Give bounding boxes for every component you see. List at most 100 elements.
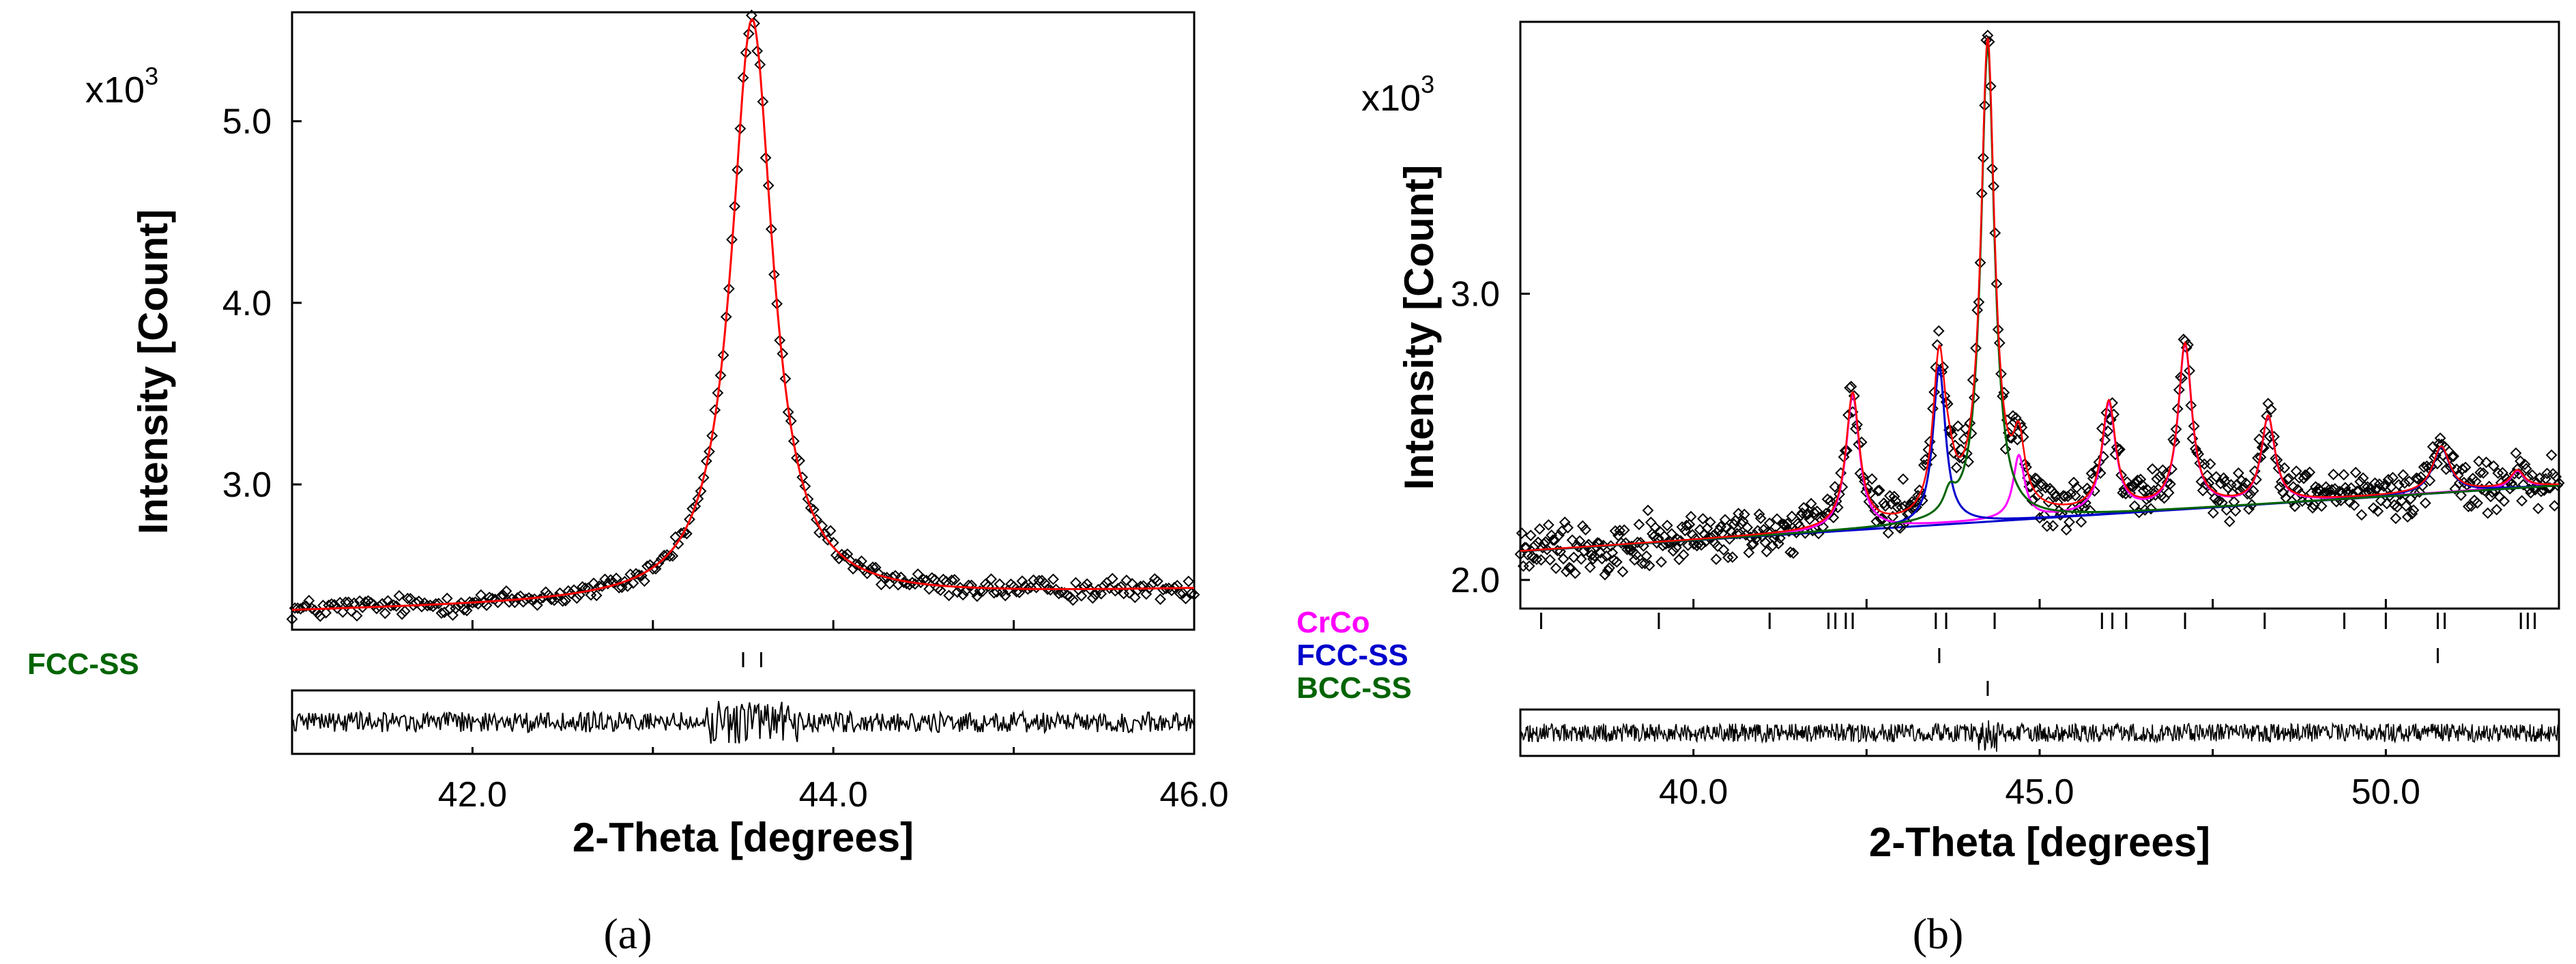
observed-point (320, 607, 332, 619)
observed-point (554, 587, 566, 599)
observed-point (1784, 546, 1797, 558)
observed-point (1516, 527, 1528, 539)
observed-point (2516, 495, 2528, 507)
observed-point (2498, 495, 2510, 508)
observed-point (957, 589, 969, 601)
observed-point (1718, 544, 1730, 556)
observed-point (2379, 478, 2392, 491)
observed-point (1786, 510, 1798, 523)
observed-point (2517, 479, 2530, 491)
observed-point (294, 603, 306, 615)
observed-point (548, 594, 560, 607)
observed-point (1514, 549, 1526, 560)
observed-point (2538, 484, 2550, 497)
observed-point (345, 605, 358, 617)
observed-point (1078, 581, 1090, 593)
observed-point (2166, 463, 2177, 475)
observed-point (1050, 583, 1062, 596)
observed-point (2419, 497, 2431, 509)
observed-point (1697, 512, 1709, 525)
observed-point (1872, 484, 1884, 497)
observed-point (2220, 504, 2233, 516)
difference-line (291, 701, 1195, 744)
panel-b-calculated-curve (1520, 38, 2559, 552)
observed-point (1075, 589, 1088, 602)
observed-point (697, 471, 710, 484)
difference-line (1520, 720, 2560, 752)
observed-point (672, 538, 684, 550)
x-tick-label: 44.0 (799, 775, 868, 815)
observed-point (2409, 487, 2421, 499)
observed-point (286, 613, 298, 625)
observed-point (1703, 531, 1715, 543)
observed-point (1584, 561, 1596, 573)
panel-a-label: (a) (603, 909, 652, 958)
observed-point (1619, 537, 1632, 549)
observed-point (2289, 500, 2301, 512)
observed-point (1587, 553, 1599, 565)
observed-point (2532, 502, 2544, 514)
observed-point (588, 577, 600, 589)
observed-point (1640, 550, 1653, 562)
observed-point (1805, 497, 1817, 510)
observed-point (1948, 447, 1960, 459)
observed-point (912, 568, 924, 580)
observed-point (1695, 539, 1707, 551)
observed-point (1594, 546, 1606, 559)
observed-point (1580, 523, 1592, 536)
observed-point (824, 525, 837, 537)
observed-point (2482, 507, 2494, 519)
observed-point (390, 600, 403, 612)
observed-point (557, 595, 569, 607)
panel-a-y-axis-title: Intensity [Count] (130, 209, 176, 535)
observed-point (2283, 473, 2295, 484)
observed-point (2038, 510, 2050, 522)
y-tick-label: 2.0 (1451, 561, 1500, 600)
observed-point (500, 585, 512, 597)
observed-point (2049, 488, 2061, 499)
observed-point (1011, 585, 1023, 598)
observed-point (607, 576, 620, 589)
observed-point (1033, 574, 1045, 587)
y-tick-label: 3.0 (222, 465, 272, 505)
observed-point (2032, 489, 2044, 501)
observed-point (2189, 443, 2201, 455)
observed-point (1160, 583, 1172, 595)
observed-point (441, 592, 453, 604)
observed-point (1617, 566, 1629, 578)
observed-point (2069, 489, 2081, 501)
observed-point (1763, 517, 1776, 529)
observed-point (2004, 431, 2016, 443)
observed-point (1967, 374, 1979, 386)
component-curve-crco (1520, 341, 2560, 553)
observed-point (1677, 549, 1690, 561)
observed-point (376, 598, 388, 610)
observed-point (1682, 539, 1694, 551)
observed-point (872, 568, 884, 579)
observed-point (2247, 484, 2259, 497)
observed-point (2412, 473, 2424, 485)
observed-point (379, 607, 391, 619)
component-curve-fcc-ss (1520, 365, 2559, 553)
observed-point (1547, 534, 1559, 546)
observed-point (1177, 587, 1189, 600)
observed-point (2372, 505, 2384, 517)
observed-point (1722, 551, 1734, 564)
observed-point (2474, 467, 2487, 478)
panel-a-calculated-curve (292, 18, 1194, 611)
observed-point (2338, 469, 2350, 481)
observed-point (2255, 451, 2267, 463)
observed-point (2081, 482, 2093, 495)
observed-point (1614, 525, 1626, 537)
observed-point (2034, 512, 2046, 524)
observed-point (2068, 476, 2080, 488)
observed-point (602, 578, 614, 589)
panel-a-difference-curve (291, 701, 1195, 744)
observed-point (2399, 477, 2411, 489)
observed-point (2243, 503, 2255, 515)
calculated-fit-line (292, 18, 1194, 611)
observed-point (362, 595, 374, 607)
observed-point (2487, 460, 2500, 472)
observed-point (1879, 500, 1892, 512)
observed-point (1120, 574, 1133, 587)
